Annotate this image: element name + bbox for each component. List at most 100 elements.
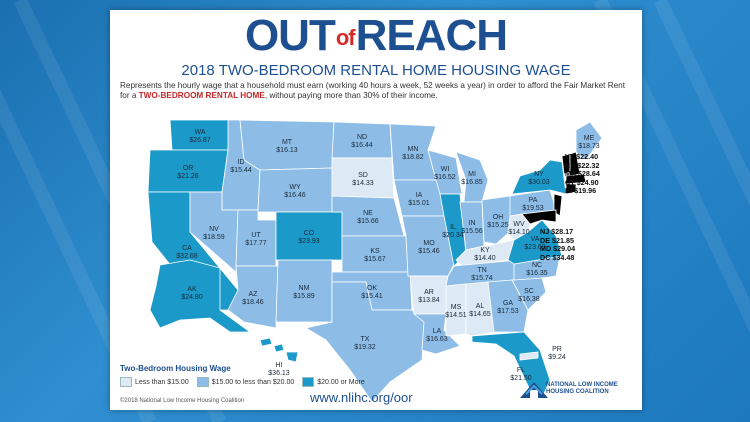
website-link[interactable]: www.nlihc.org/oor — [310, 390, 413, 405]
state-wage-va: $23.69 — [524, 244, 546, 251]
state-abbr-in: IN — [469, 220, 476, 227]
legend-swatch-mid — [196, 377, 209, 387]
state-abbr-ga: GA — [503, 300, 513, 307]
label-ma: MA $28.64 — [565, 169, 600, 179]
legend-label-high: $20.00 or More — [317, 378, 365, 386]
state-GA — [487, 279, 529, 333]
state-MS — [445, 283, 467, 337]
state-abbr-wv: WV — [513, 221, 525, 228]
description-text-1: Represents the hourly wage that a househ… — [120, 81, 626, 100]
state-wage-wy: $16.46 — [284, 192, 306, 199]
state-wage-wi: $16.52 — [434, 174, 456, 181]
label-md: MD $29.04 — [540, 244, 576, 254]
state-abbr-mi: MI — [468, 171, 476, 178]
state-label-nc: NC $16.35 — [526, 262, 548, 277]
state-CT — [565, 183, 577, 195]
state-wage-nv: $18.59 — [203, 234, 225, 241]
state-wage-ms: $14.51 — [445, 312, 467, 319]
state-label-nd: ND $16.44 — [351, 134, 373, 149]
state-abbr-wa: WA — [194, 129, 205, 136]
state-abbr-ky: KY — [480, 247, 490, 254]
label-ri: RI $19.96 — [565, 186, 597, 196]
state-wage-nc: $16.35 — [526, 270, 548, 277]
state-wage-tx: $19.32 — [354, 344, 376, 351]
state-label-nm: NM $15.89 — [293, 285, 315, 300]
state-abbr-nc: NC — [532, 262, 542, 269]
state-abbr-ok: OK — [367, 285, 377, 292]
state-wage-il: $20.34 — [442, 232, 464, 239]
legend-swatch-low — [120, 377, 132, 387]
legend-item-high: $20.00 or More — [302, 377, 365, 387]
state-label-tx: TX $19.32 — [354, 336, 376, 351]
state-abbr-hi: HI — [276, 362, 283, 369]
state-abbr-pa: PA — [529, 197, 538, 204]
description: Represents the hourly wage that a househ… — [120, 81, 632, 101]
state-label-nv: NV $18.59 — [203, 226, 225, 241]
state-wage-mi: $16.85 — [461, 179, 483, 186]
state-AL — [465, 281, 495, 337]
state-abbr-il: IL — [450, 224, 456, 231]
state-wage-ne: $15.66 — [357, 218, 379, 225]
state-label-ne: NE $15.66 — [357, 210, 379, 225]
state-abbr-ar: AR — [424, 289, 434, 296]
state-label-in: IN $15.56 — [461, 220, 483, 235]
state-label-ky: KY $14.40 — [474, 247, 496, 262]
state-label-mt: MT $16.13 — [276, 139, 298, 154]
state-abbr-ak: AK — [187, 286, 197, 293]
legend-swatch-high — [302, 377, 315, 387]
state-label-oh: OH $15.25 — [487, 214, 509, 229]
state-label-fl: FL $21.50 — [510, 367, 532, 382]
state-label-mn: MN $18.82 — [402, 146, 424, 161]
state-HI — [259, 337, 299, 363]
state-abbr-co: CO — [304, 230, 315, 237]
state-label-ga: GA $17.53 — [497, 300, 519, 315]
infographic-card: OUTofREACH 2018 TWO-BEDROOM RENTAL HOME … — [110, 10, 642, 410]
state-abbr-az: AZ — [249, 291, 259, 298]
state-abbr-la: LA — [433, 328, 442, 335]
state-label-il: IL $20.34 — [442, 224, 464, 239]
logo-line-1: NATIONAL LOW INCOME — [546, 382, 618, 388]
label-ct: CT $24.90 — [565, 177, 599, 187]
state-label-hi: HI $36.13 — [268, 362, 290, 377]
us-map: WA $26.87 OR $21.26 CA $32.68 ID $15.44 NV $18.59… — [147, 119, 603, 403]
state-wage-la: $16.63 — [426, 336, 448, 343]
state-label-me: ME $18.73 — [578, 135, 600, 150]
state-wage-wv: $14.10 — [508, 229, 530, 236]
legend: Less than $15.00 $15.00 to less than $20… — [120, 377, 365, 387]
state-wage-ca: $32.68 — [176, 253, 198, 260]
state-wage-or: $21.26 — [177, 173, 199, 180]
state-label-co: CO $23.93 — [298, 230, 320, 245]
state-label-al: AL $14.65 — [469, 303, 491, 318]
state-OH — [481, 195, 515, 245]
title-out: OUT — [244, 11, 336, 60]
state-wage-oh: $15.25 — [487, 222, 509, 229]
state-abbr-or: OR — [183, 165, 194, 172]
copyright: ©2018 National Low Income Housing Coalit… — [120, 398, 245, 404]
state-abbr-ut: UT — [251, 232, 261, 239]
state-abbr-pr: PR — [552, 346, 562, 353]
state-label-ak: AK $24.80 — [181, 286, 203, 301]
state-abbr-wy: WY — [289, 184, 301, 191]
state-wage-al: $14.65 — [469, 311, 491, 318]
legend-label-mid: $15.00 to less than $20.00 — [211, 378, 295, 386]
state-wage-nd: $16.44 — [351, 142, 373, 149]
logo-line-2: HOUSING COALITION — [546, 389, 609, 395]
state-abbr-tn: TN — [477, 267, 486, 274]
legend-item-mid: $15.00 to less than $20.00 — [196, 377, 295, 387]
state-label-ut: UT $17.77 — [245, 232, 267, 247]
state-wage-ok: $15.41 — [361, 293, 383, 300]
state-label-mi: MI $16.85 — [461, 171, 483, 186]
state-wage-nm: $15.89 — [293, 293, 315, 300]
state-abbr-sd: SD — [358, 172, 368, 179]
state-abbr-mn: MN — [408, 146, 419, 153]
state-wage-ia: $15.01 — [408, 200, 430, 207]
state-wage-sd: $14.33 — [352, 180, 374, 187]
state-wage-az: $18.46 — [242, 299, 264, 306]
state-abbr-mo: MO — [423, 240, 435, 247]
state-label-wi: WI $16.52 — [434, 166, 456, 181]
state-ME — [575, 121, 603, 161]
state-wage-tn: $15.74 — [471, 275, 493, 282]
state-label-ca: CA $32.68 — [176, 245, 198, 260]
state-AK — [149, 259, 252, 333]
state-label-sc: SC $16.38 — [518, 288, 540, 303]
